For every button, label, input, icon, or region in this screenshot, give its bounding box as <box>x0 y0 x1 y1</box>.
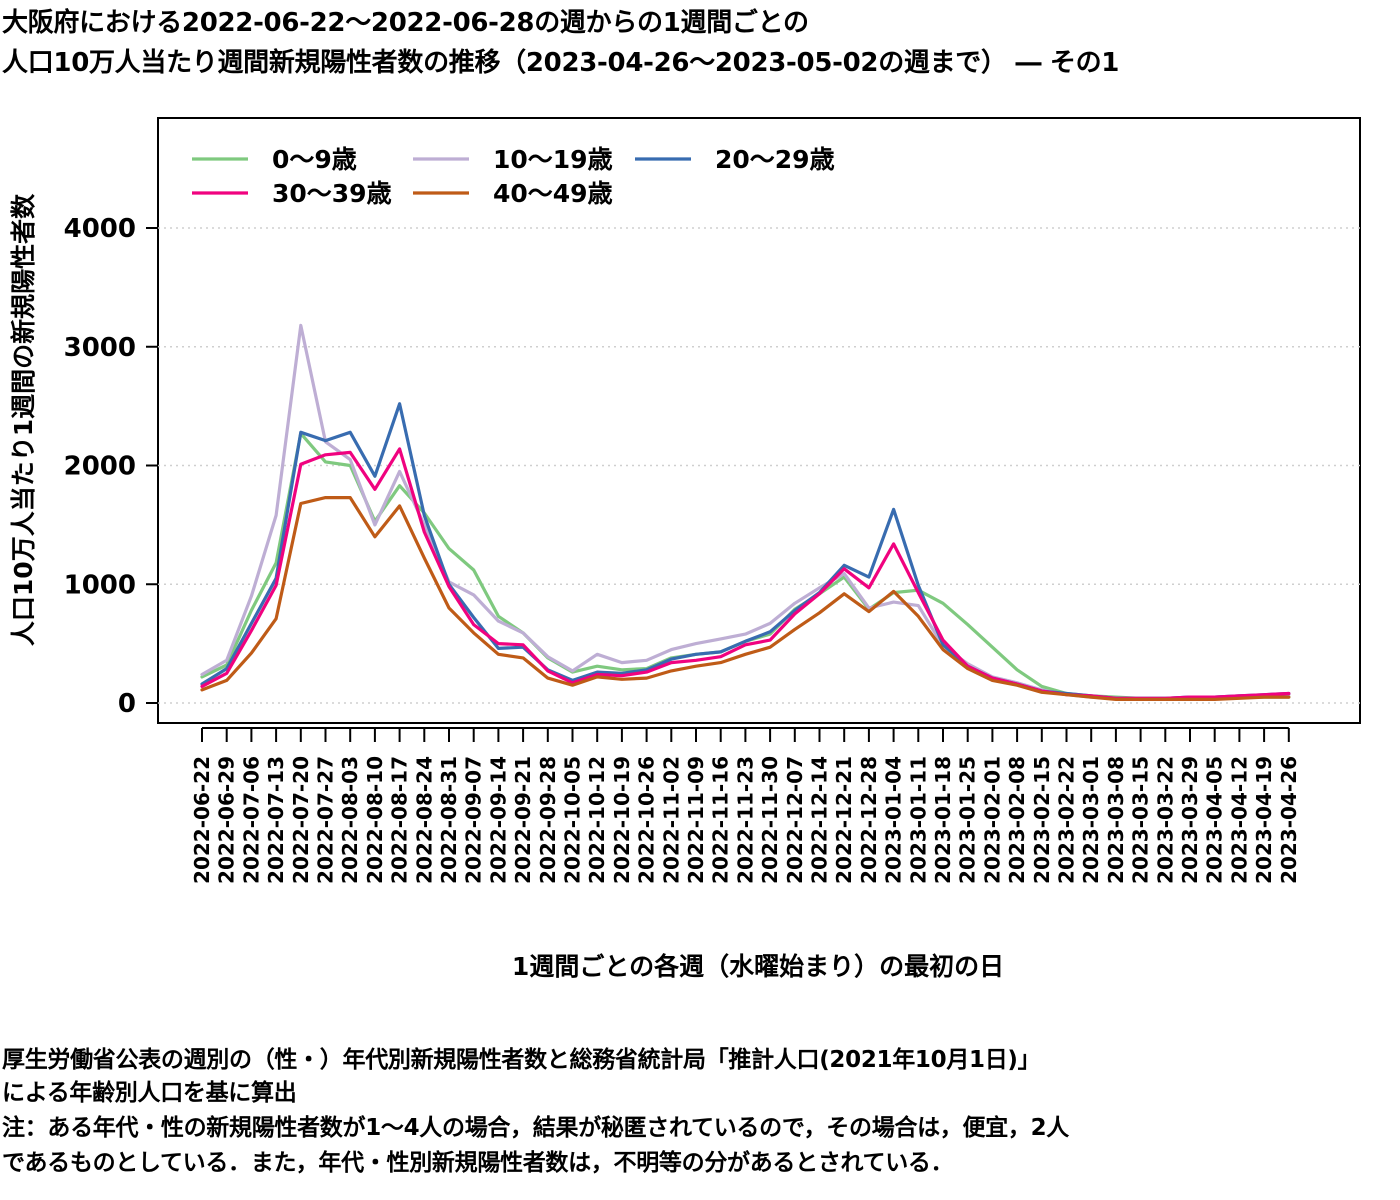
x-tick-label: 2023-04-12 <box>1227 756 1251 884</box>
plot-frame <box>157 117 1361 724</box>
y-tick-label: 3000 <box>64 333 136 363</box>
x-tick-label: 2022-07-20 <box>289 756 313 884</box>
x-tick-label: 2022-08-17 <box>388 756 412 884</box>
x-tick-label: 2022-11-16 <box>709 756 733 884</box>
footnote-line-2: であるものとしている．また，年代・性別新規陽性者数は，不明等の分があるとされてい… <box>2 1150 954 1176</box>
x-tick-label: 2022-07-27 <box>314 756 338 884</box>
x-tick-label: 2022-11-09 <box>684 756 708 884</box>
x-tick-label: 2023-01-04 <box>882 756 906 884</box>
x-tick-label: 2022-06-29 <box>215 756 239 884</box>
x-tick-label: 2022-12-28 <box>857 756 881 884</box>
x-tick-label: 2022-07-13 <box>264 756 288 884</box>
x-tick-label: 2022-08-31 <box>437 756 461 884</box>
x-tick-label: 2022-09-28 <box>536 756 560 884</box>
footnote-line-1: 注：ある年代・性の新規陽性者数が1～4人の場合，結果が秘匿されているので，その場… <box>2 1115 1070 1141</box>
x-tick-label: 2022-12-07 <box>783 756 807 884</box>
chart-title-line-1: 大阪府における2022-06-22～2022-06-28の週からの1週間ごとの <box>2 8 809 38</box>
x-tick-label: 2023-03-01 <box>1079 756 1103 884</box>
source-note-line-2: による年齢別人口を基に算出 <box>2 1080 297 1106</box>
x-tick-label: 2022-09-14 <box>486 756 510 884</box>
legend-label: 20～29歳 <box>715 145 835 174</box>
x-tick-label: 2023-04-05 <box>1203 756 1227 884</box>
y-axis-label: 人口10万人当たり1週間の新規陽性者数 <box>9 193 38 646</box>
x-tick-label: 2023-02-15 <box>1030 756 1054 884</box>
x-tick-label: 2022-11-30 <box>758 756 782 884</box>
y-tick-label: 0 <box>118 689 136 719</box>
x-tick-label: 2022-08-24 <box>412 756 436 884</box>
x-tick-label: 2023-02-08 <box>1005 756 1029 884</box>
legend-label: 10～19歳 <box>493 145 613 174</box>
y-tick-label: 4000 <box>64 214 136 244</box>
x-axis: 2022-06-22 2022-06-29 2022-07-06 2022-07-13… <box>190 727 1301 884</box>
series-lines <box>200 323 1291 702</box>
x-tick-label: 2023-03-08 <box>1104 756 1128 884</box>
x-tick-label: 2023-01-11 <box>906 756 930 884</box>
y-axis: 0 1000 2000 3000 4000 <box>64 214 158 719</box>
x-tick-label: 2023-01-18 <box>931 756 955 884</box>
y-tick-label: 2000 <box>64 452 136 482</box>
x-tick-label: 2022-07-06 <box>239 756 263 884</box>
x-tick-label: 2022-11-23 <box>733 756 757 884</box>
y-tick-label: 1000 <box>64 570 136 600</box>
x-tick-label: 2022-06-22 <box>190 756 214 884</box>
legend-label: 0～9歳 <box>272 145 357 174</box>
x-tick-label: 2022-12-21 <box>832 756 856 884</box>
x-tick-label: 2022-08-03 <box>338 756 362 884</box>
x-tick-label: 2022-11-02 <box>659 756 683 884</box>
legend: 0～9歳 10～19歳 20～29歳 30～39歳 40～49歳 <box>192 145 835 208</box>
x-tick-label: 2023-02-22 <box>1055 756 1079 884</box>
source-note-line-1: 厚生労働省公表の週別の（性・）年代別新規陽性者数と総務省統計局「推計人口(202… <box>2 1047 1041 1073</box>
x-tick-label: 2023-02-01 <box>980 756 1004 884</box>
x-tick-label: 2023-01-25 <box>956 756 980 884</box>
legend-label: 40～49歳 <box>493 179 613 208</box>
x-tick-label: 2022-12-14 <box>808 756 832 884</box>
x-tick-label: 2023-04-26 <box>1277 756 1301 884</box>
x-tick-label: 2023-04-19 <box>1252 756 1276 884</box>
series-line <box>200 447 1291 700</box>
x-tick-label: 2023-03-15 <box>1129 756 1153 884</box>
x-tick-label: 2022-08-10 <box>363 756 387 884</box>
x-tick-label: 2022-10-12 <box>585 756 609 884</box>
gridlines <box>158 227 1360 704</box>
chart-title-line-2: 人口10万人当たり週間新規陽性者数の推移（2023-04-26～2023-05-… <box>2 48 1120 78</box>
x-tick-label: 2022-09-07 <box>462 756 486 884</box>
legend-label: 30～39歳 <box>272 179 392 208</box>
x-axis-label: 1週間ごとの各週（水曜始まり）の最初の日 <box>512 952 1004 981</box>
x-tick-label: 2022-10-26 <box>635 756 659 884</box>
x-tick-label: 2022-10-19 <box>610 756 634 884</box>
series-line <box>200 496 1291 702</box>
x-tick-label: 2023-03-29 <box>1178 756 1202 884</box>
x-tick-label: 2022-09-21 <box>511 756 535 884</box>
x-tick-label: 2023-03-22 <box>1153 756 1177 884</box>
x-tick-label: 2022-10-05 <box>561 756 585 884</box>
